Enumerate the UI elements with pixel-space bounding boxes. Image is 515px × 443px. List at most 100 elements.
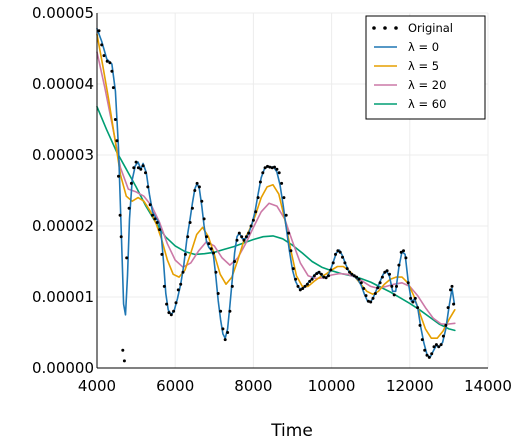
original-point [420,338,424,342]
y-tick-label: 0.00001 [32,288,94,306]
original-point [102,54,106,58]
original-point [296,284,300,288]
legend-marker-dot [394,26,398,30]
x-tick-label: 12000 [386,377,434,395]
original-point [385,269,389,273]
original-point [416,306,420,310]
original-point [190,206,194,210]
original-point [237,231,241,235]
original-point [148,203,152,207]
original-point [380,275,384,279]
original-point [395,284,398,288]
original-point [125,256,129,260]
original-point [444,323,448,327]
original-point [439,343,443,347]
original-point [343,261,347,265]
legend: Original λ = 0 λ = 5 λ = 20 λ = 60 [365,15,486,120]
original-point [373,292,377,295]
series-line-lambda-5 [96,33,456,340]
y-tick-label: 0.00004 [32,75,94,93]
y-tick-label: 0.00002 [32,217,94,235]
original-point [266,164,269,168]
original-point [329,268,333,272]
x-tick-label: 4000 [78,377,116,395]
original-point [134,160,138,164]
original-point [284,213,288,217]
original-point [371,296,375,300]
legend-label: λ = 20 [408,78,446,92]
original-point [303,284,307,288]
original-point [432,345,436,349]
original-point [254,210,258,214]
original-point [110,69,114,73]
original-point [117,174,120,178]
original-point [207,242,211,246]
original-point [348,270,352,274]
original-point [441,334,445,338]
original-point [188,221,192,224]
original-point [409,296,413,300]
original-point [155,221,159,224]
original-point [197,185,201,189]
original-point [97,29,101,33]
original-point [388,272,391,276]
original-point [366,299,370,303]
original-point [425,353,429,357]
legend-label: λ = 5 [408,59,439,73]
x-tick-label: 6000 [156,377,194,395]
original-point [404,256,408,260]
original-point [327,274,330,278]
original-point [174,301,178,305]
original-point [136,166,140,170]
original-point [181,270,185,274]
original-point [247,231,251,235]
original-point [183,252,187,256]
original-point [331,261,335,265]
original-point [179,282,183,286]
original-point [450,284,454,288]
original-point [275,167,279,171]
original-point [411,300,415,304]
original-point [111,86,115,90]
original-point [121,348,125,352]
original-point [223,338,227,342]
original-point [127,206,131,210]
original-point [108,61,112,65]
original-point [233,260,237,263]
legend-box [365,15,486,120]
original-point [162,284,166,288]
original-point [341,255,344,259]
original-point [160,252,164,256]
original-point [118,213,122,217]
original-point [202,217,206,221]
original-point [413,296,417,300]
legend-label: λ = 60 [408,97,446,111]
original-point [153,217,157,221]
original-point [291,267,295,271]
original-point [235,238,239,242]
original-point [277,171,281,175]
original-point [364,294,368,298]
original-point [305,282,309,286]
original-point [129,181,133,185]
legend-label: Original [408,21,453,35]
original-point [144,171,147,175]
original-point [200,199,204,203]
original-point [287,231,291,235]
original-point [105,59,109,63]
original-point [176,288,180,292]
original-point [256,196,260,200]
original-point [167,311,171,315]
original-point [263,166,267,170]
legend-marker-dot [372,26,376,30]
original-point [324,276,328,280]
original-point [308,279,312,283]
y-tick-labels: 0.00000 0.00001 0.00002 0.00003 0.00004 0.000… [32,4,94,377]
original-point [240,235,244,239]
original-point [301,287,305,290]
original-point [151,213,154,217]
y-tick-label: 0.00005 [32,4,94,22]
original-point [357,277,361,281]
original-point [268,165,272,169]
